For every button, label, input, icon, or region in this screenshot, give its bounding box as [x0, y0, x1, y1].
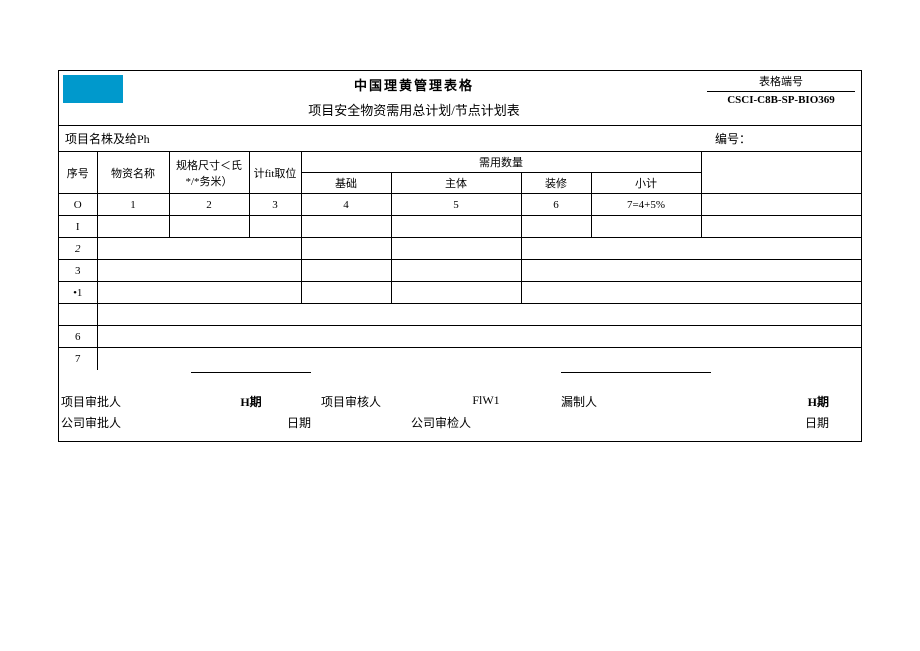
cell [521, 216, 591, 238]
idx-5: 5 [391, 194, 521, 216]
h-period-2: H期 [671, 393, 859, 410]
cell [97, 326, 861, 348]
col-material: 物资名称 [97, 152, 169, 194]
row-seq: •1 [59, 282, 97, 304]
col-blank [701, 152, 861, 194]
cell [301, 216, 391, 238]
page: 中国理黄管理表格 项目安全物资需用总计划/节点计划表 表格端号 CSCI-C8B… [0, 0, 920, 651]
col-unit: 计fit取位 [249, 152, 301, 194]
cell [391, 282, 521, 304]
co-inspector-label: 公司审检人 [411, 414, 561, 431]
col-spec: 规格尺寸＜氏*/*务米） [169, 152, 249, 194]
table-index-row: O 1 2 3 4 5 6 7=4+5% [59, 194, 861, 216]
co-approver-label: 公司审批人 [61, 414, 181, 431]
footer-row-1: 项目审批人 H期 项目审核人 FlW1 漏制人 H期 [61, 393, 859, 410]
form-number-label: 表格端号 [707, 73, 855, 91]
header-row: 中国理黄管理表格 项目安全物资需用总计划/节点计划表 表格端号 CSCI-C8B… [59, 71, 861, 126]
cell [249, 216, 301, 238]
cell [97, 348, 861, 370]
table-row: 6 [59, 326, 861, 348]
cell [169, 216, 249, 238]
idx-2: 2 [169, 194, 249, 216]
idx-blank [701, 194, 861, 216]
table-row: I [59, 216, 861, 238]
col-qty-a: 基础 [301, 173, 391, 194]
cell [391, 260, 521, 282]
cell [301, 282, 391, 304]
serial-label: 编号： [715, 130, 855, 147]
col-seq: 序号 [59, 152, 97, 194]
col-qty-group: 需用数量 [301, 152, 701, 173]
title-main: 中国理黄管理表格 [127, 75, 701, 94]
date-1: 日期 [181, 414, 321, 431]
logo-cell [59, 71, 127, 125]
idx-6: 6 [521, 194, 591, 216]
idx-3: 3 [249, 194, 301, 216]
row-seq: I [59, 216, 97, 238]
underline [191, 372, 311, 373]
sign-line-row [61, 374, 859, 389]
meta-row: 项目名株及给Ph 编号： [59, 126, 861, 152]
footer: 项目审批人 H期 项目审核人 FlW1 漏制人 H期 公司审批人 日期 公司审检… [59, 370, 861, 441]
cell [521, 260, 861, 282]
row-seq [59, 304, 97, 326]
table-row: 3 [59, 260, 861, 282]
logo-block [63, 75, 123, 103]
row-seq: 2 [59, 238, 97, 260]
cell [591, 216, 701, 238]
cell [521, 238, 861, 260]
form-number-value: CSCI-C8B-SP-BIO369 [707, 91, 855, 106]
cell [97, 216, 169, 238]
cell [301, 238, 391, 260]
table-header-row-1: 序号 物资名称 规格尺寸＜氏*/*务米） 计fit取位 需用数量 [59, 152, 861, 173]
compiler-label: 漏制人 [561, 393, 671, 410]
form-number-cell: 表格端号 CSCI-C8B-SP-BIO369 [701, 71, 861, 125]
idx-7: 7=4+5% [591, 194, 701, 216]
proj-approver-label: 项目审批人 [61, 393, 181, 410]
idx-0: O [59, 194, 97, 216]
row-seq: 7 [59, 348, 97, 370]
table-row: 2 [59, 238, 861, 260]
fiw-text: FlW1 [411, 393, 561, 410]
title-cell: 中国理黄管理表格 项目安全物资需用总计划/节点计划表 [127, 71, 701, 125]
form-frame: 中国理黄管理表格 项目安全物资需用总计划/节点计划表 表格端号 CSCI-C8B… [58, 70, 862, 442]
table-row: 7 [59, 348, 861, 370]
cell [97, 260, 301, 282]
cell [97, 304, 861, 326]
col-qty-b: 主体 [391, 173, 521, 194]
cell [521, 282, 861, 304]
table-row: •1 [59, 282, 861, 304]
cell [701, 216, 861, 238]
cell [97, 282, 301, 304]
idx-4: 4 [301, 194, 391, 216]
row-seq: 6 [59, 326, 97, 348]
idx-1: 1 [97, 194, 169, 216]
project-name-label: 项目名株及给Ph [65, 130, 715, 147]
cell [301, 260, 391, 282]
cell [391, 216, 521, 238]
table-row [59, 304, 861, 326]
col-qty-d: 小计 [591, 173, 701, 194]
date-2: 日期 [671, 414, 859, 431]
h-period-1: H期 [181, 393, 321, 410]
cell [97, 238, 301, 260]
footer-row-2: 公司审批人 日期 公司审检人 日期 [61, 414, 859, 431]
underline [561, 372, 711, 373]
row-seq: 3 [59, 260, 97, 282]
title-sub: 项目安全物资需用总计划/节点计划表 [127, 100, 701, 119]
main-table: 序号 物资名称 规格尺寸＜氏*/*务米） 计fit取位 需用数量 基础 主体 装… [59, 152, 861, 370]
cell [391, 238, 521, 260]
col-qty-c: 装修 [521, 173, 591, 194]
proj-reviewer-label: 项目审核人 [321, 393, 411, 410]
